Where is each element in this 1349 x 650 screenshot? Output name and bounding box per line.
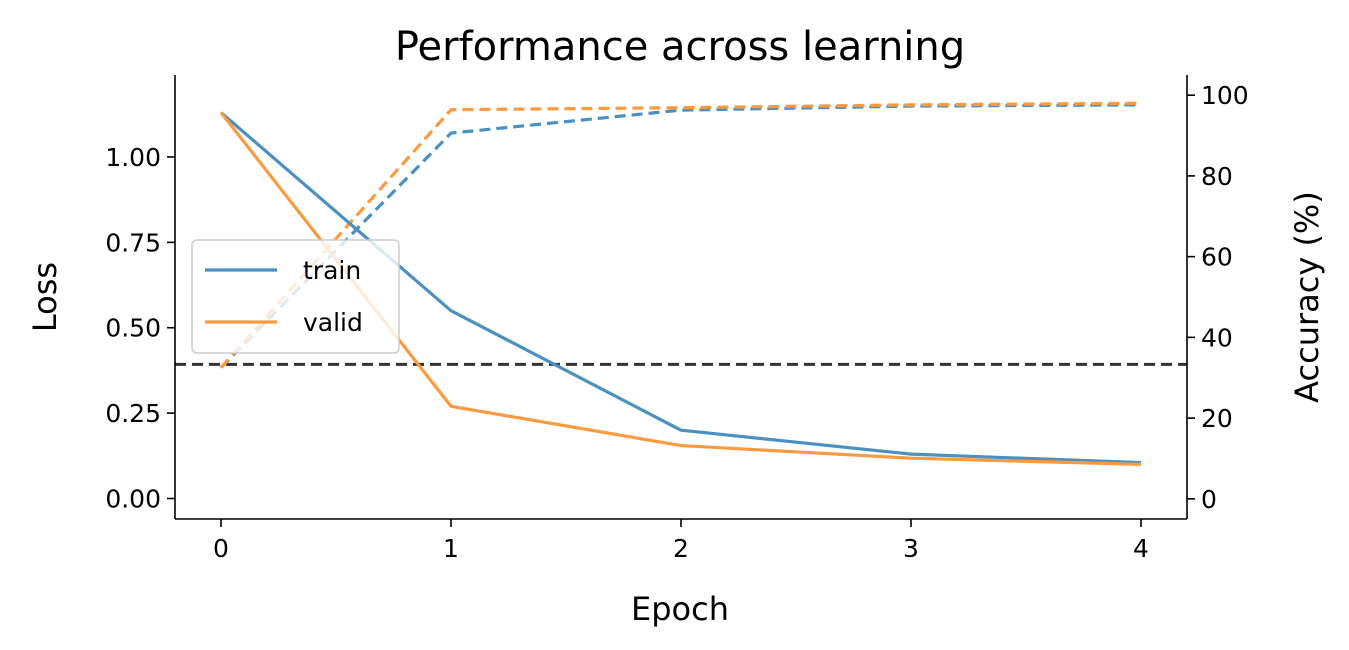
x-tick-label: 4: [1133, 534, 1149, 563]
chart-title: Performance across learning: [395, 24, 965, 70]
y-left-tick-label: 0.50: [105, 314, 161, 343]
x-tick-label: 3: [903, 534, 919, 563]
y-left-tick-label: 0.00: [105, 485, 161, 514]
legend-label-valid: valid: [303, 308, 363, 337]
legend-label-train: train: [303, 256, 361, 285]
y-right-tick-label: 60: [1201, 243, 1233, 272]
x-tick-label: 0: [213, 534, 229, 563]
y-right-tick-label: 40: [1201, 323, 1233, 352]
legend: train valid: [191, 239, 400, 354]
x-tick-label: 1: [443, 534, 459, 563]
y-left-tick-label: 1.00: [105, 143, 161, 172]
x-axis-label: Epoch: [631, 590, 729, 628]
y-right-tick-label: 20: [1201, 404, 1233, 433]
y-left-tick-label: 0.75: [105, 228, 161, 257]
legend-box: [191, 239, 400, 354]
y-right-tick-label: 100: [1201, 81, 1249, 110]
accuracy-line-valid: [219, 101, 1142, 369]
y-right-tick-label: 0: [1201, 485, 1217, 514]
y-axis-label-left: Loss: [26, 262, 64, 332]
axes: 0 1 2 3 4 0.00 0.25 0.50 0.75 1.00 0 20 40 60 80 100: [105, 75, 1249, 563]
y-left-tick-label: 0.25: [105, 399, 161, 428]
y-right-tick-label: 80: [1201, 162, 1233, 191]
y-axis-label-right: Accuracy (%): [1288, 191, 1326, 403]
x-tick-label: 2: [673, 534, 689, 563]
